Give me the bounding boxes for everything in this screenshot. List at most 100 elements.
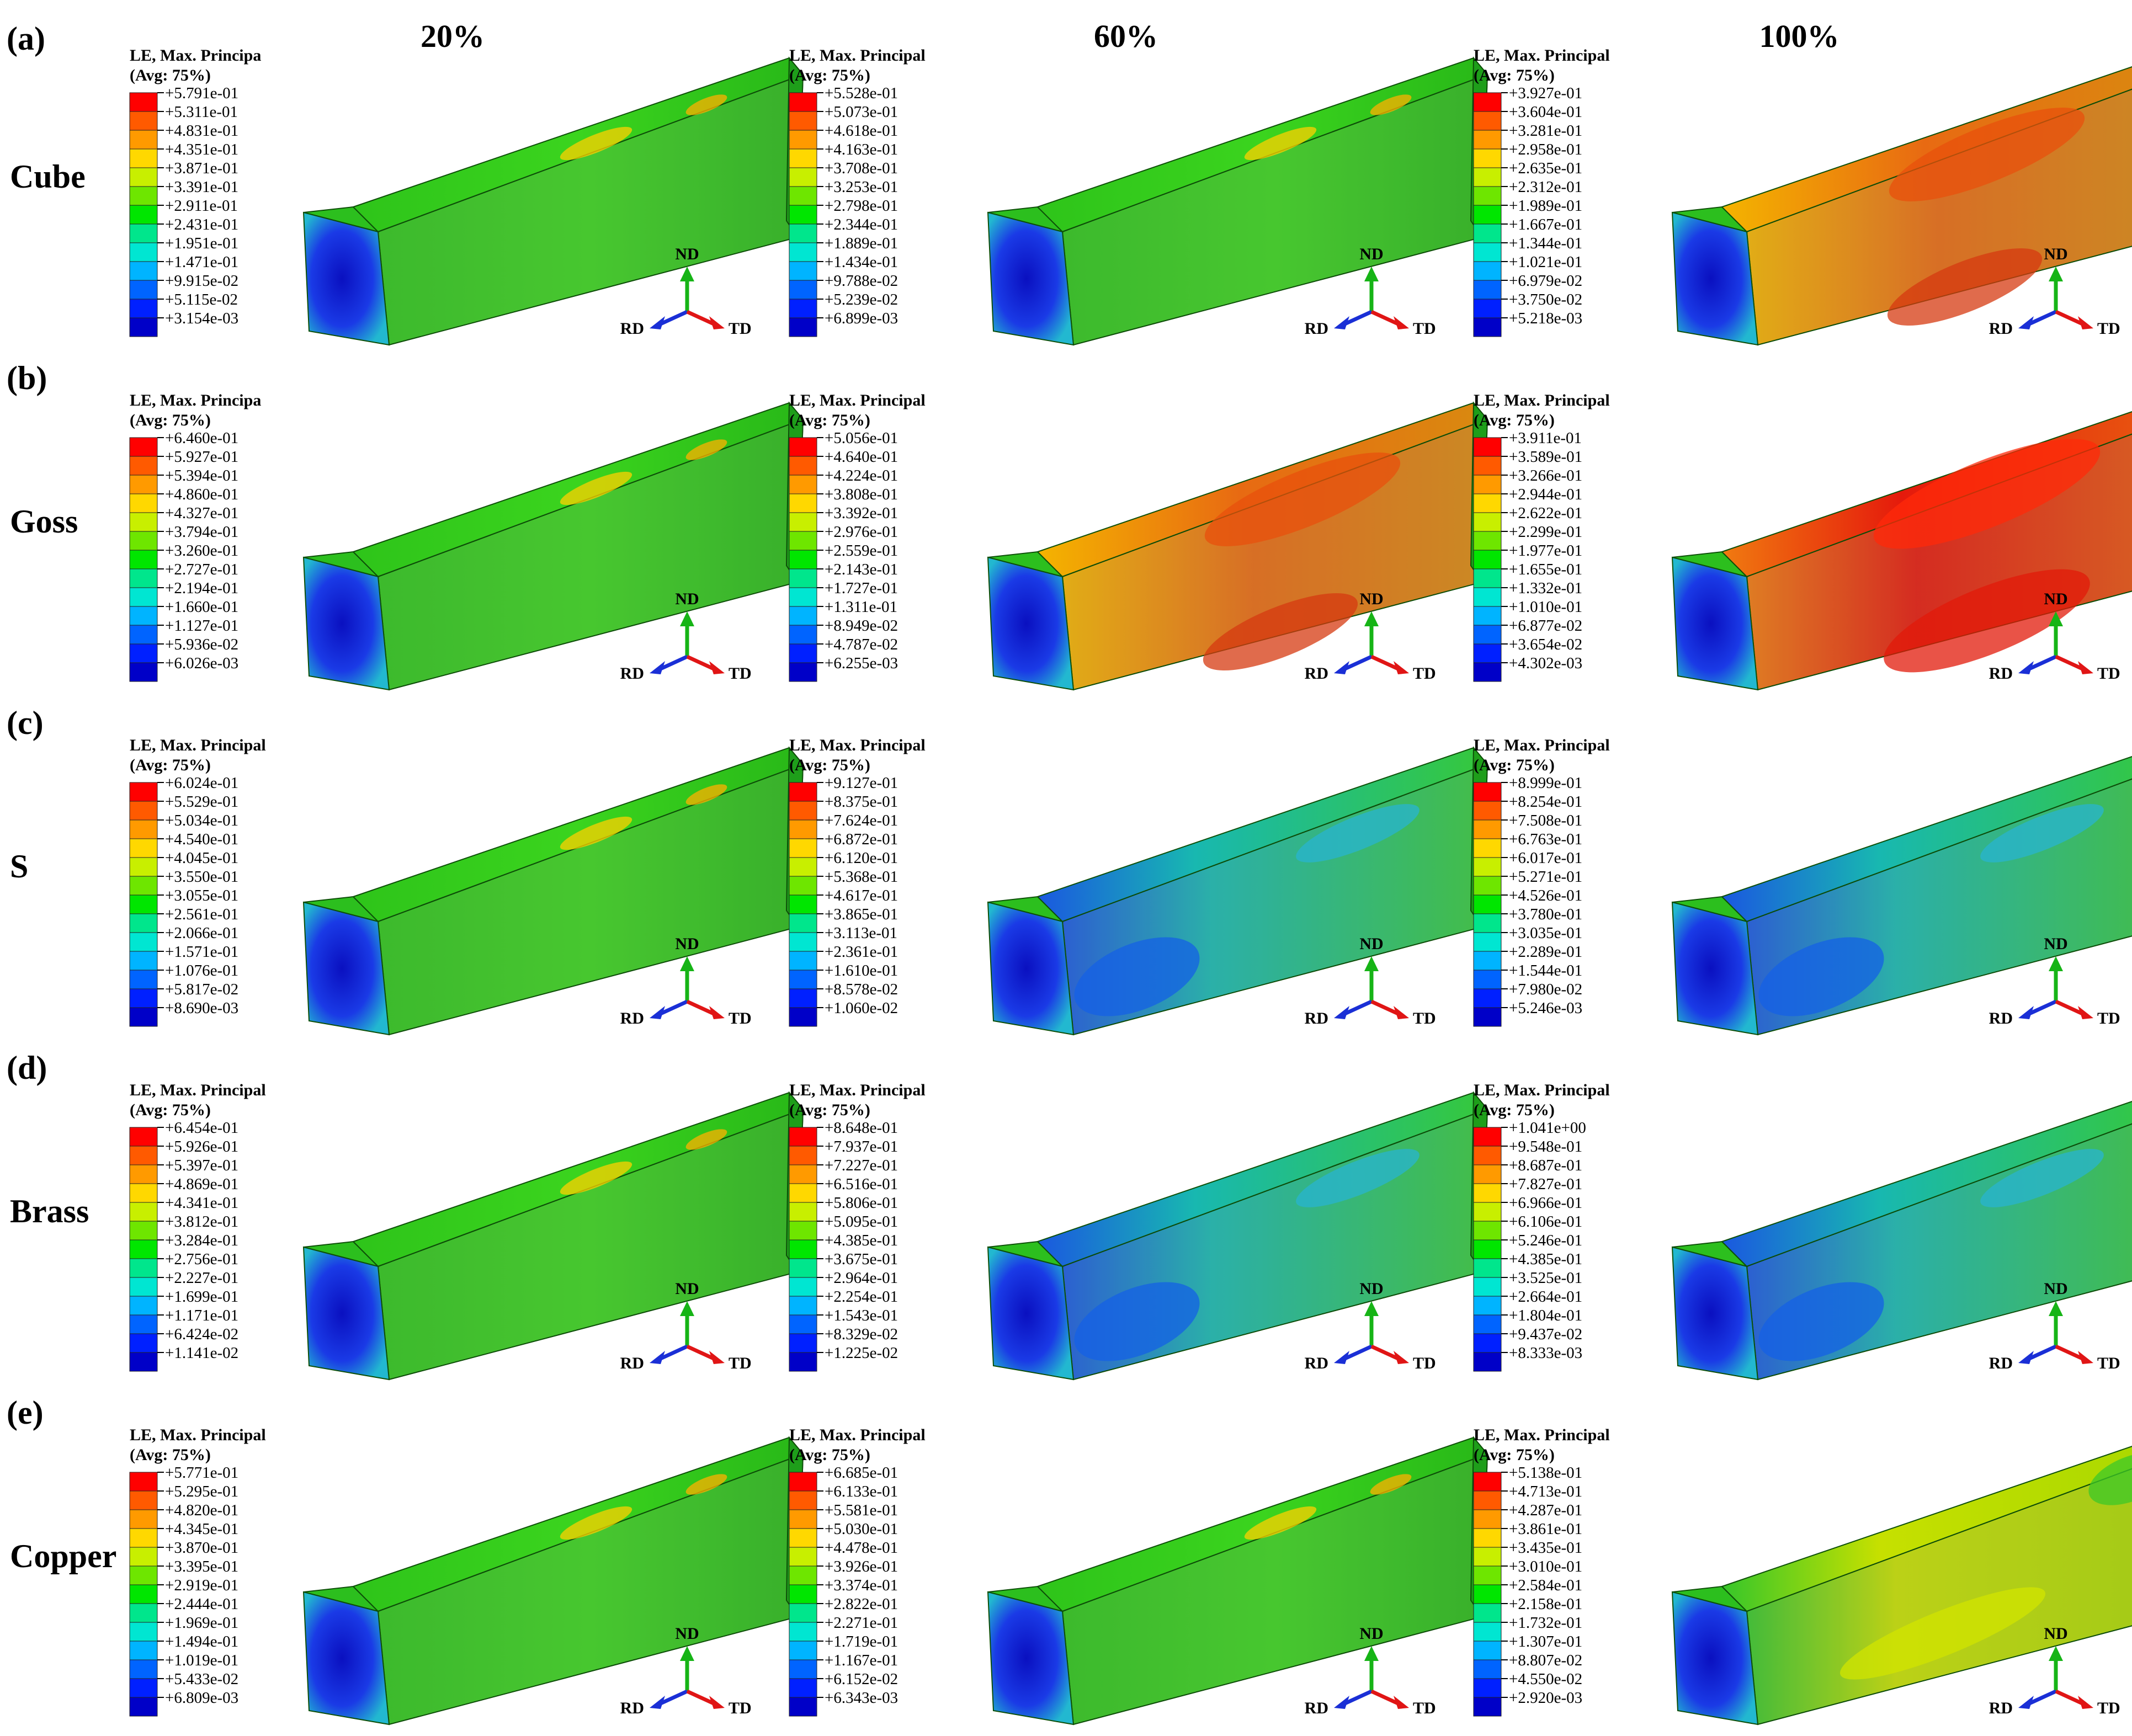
td-arrowhead bbox=[2078, 1006, 2093, 1019]
bar-front-shade bbox=[378, 419, 803, 690]
contour-patch bbox=[2088, 1452, 2132, 1505]
td-label: TD bbox=[1413, 1354, 1436, 1372]
legend-swatch bbox=[789, 1509, 817, 1529]
bar-end-face bbox=[1671, 556, 1759, 691]
legend-avg: (Avg: 75%) bbox=[130, 1101, 211, 1119]
bar-end-face bbox=[1671, 1591, 1759, 1726]
td-axis-arrow bbox=[2055, 1689, 2083, 1706]
bar-end-face bbox=[1671, 1246, 1759, 1381]
legend-swatch bbox=[1473, 111, 1502, 131]
rd-arrowhead bbox=[1334, 1696, 1349, 1709]
rd-arrowhead bbox=[2018, 661, 2034, 674]
strain-panel: LE, Max. Principal(Avg: 75%)+9.127e-01+8… bbox=[789, 736, 1488, 1036]
contour-patch bbox=[1074, 1282, 1200, 1361]
legend-value: +6.106e-01 bbox=[1509, 1213, 1582, 1231]
legend-swatch bbox=[1473, 913, 1502, 933]
legend-swatch bbox=[1473, 857, 1502, 877]
legend-value: +1.719e-01 bbox=[825, 1633, 898, 1650]
legend-avg: (Avg: 75%) bbox=[789, 66, 870, 84]
contour-patch bbox=[1244, 1506, 1317, 1540]
contour-patch bbox=[685, 784, 727, 805]
legend-value: +2.756e-01 bbox=[165, 1250, 238, 1268]
legend-swatch bbox=[789, 280, 817, 300]
nd-arrowhead bbox=[2049, 956, 2063, 971]
rd-arrowhead bbox=[650, 1696, 665, 1709]
legend-value: +2.920e-03 bbox=[1509, 1689, 1582, 1707]
bar-end-face bbox=[1671, 901, 1759, 1036]
legend-value: +4.540e-01 bbox=[165, 830, 238, 848]
legend-swatch bbox=[129, 148, 158, 168]
legend-swatch bbox=[1473, 317, 1502, 337]
legend-swatch bbox=[129, 1509, 158, 1529]
legend-value: +3.871e-01 bbox=[165, 159, 238, 177]
legend-value: +3.675e-01 bbox=[825, 1250, 898, 1268]
legend-swatch bbox=[1473, 1528, 1502, 1548]
legend-swatch bbox=[789, 970, 817, 989]
legend-swatch bbox=[129, 913, 158, 933]
legend-avg: (Avg: 75%) bbox=[130, 411, 211, 429]
contour-patch bbox=[560, 1161, 632, 1195]
bar-top-face bbox=[1721, 1446, 2132, 1612]
legend-swatch bbox=[1473, 148, 1502, 168]
legend-swatch bbox=[129, 970, 158, 989]
legend-swatch bbox=[129, 587, 158, 607]
legend-value: +5.034e-01 bbox=[165, 812, 238, 829]
legend-swatch bbox=[1473, 1641, 1502, 1660]
legend-swatch bbox=[129, 1239, 158, 1259]
legend-value: +4.617e-01 bbox=[825, 887, 898, 904]
legend-value: +5.138e-01 bbox=[1509, 1464, 1582, 1482]
td-label: TD bbox=[2097, 1354, 2120, 1372]
legend-value: +6.017e-01 bbox=[1509, 849, 1582, 867]
legend-value: +6.685e-01 bbox=[825, 1464, 898, 1482]
legend-swatch bbox=[789, 1333, 817, 1353]
legend-value: +4.478e-01 bbox=[825, 1539, 898, 1557]
legend-value: +6.872e-01 bbox=[825, 830, 898, 848]
nd-label: ND bbox=[675, 1280, 699, 1298]
td-axis-arrow bbox=[1370, 1344, 1399, 1361]
legend-swatch bbox=[789, 242, 817, 262]
legend-value: +2.798e-01 bbox=[825, 197, 898, 215]
legend-value: +6.460e-01 bbox=[165, 429, 238, 447]
material-label: Goss bbox=[10, 503, 78, 540]
rd-arrowhead bbox=[650, 1351, 665, 1364]
legend-title: LE, Max. Principal bbox=[130, 736, 266, 754]
legend-swatch bbox=[1473, 970, 1502, 989]
legend-swatch bbox=[789, 568, 817, 588]
legend-value: +7.508e-01 bbox=[1509, 812, 1582, 829]
legend-swatch bbox=[129, 92, 158, 112]
legend-title: LE, Max. Principa bbox=[130, 391, 261, 409]
legend-swatch bbox=[1473, 782, 1502, 802]
legend-value: +3.589e-01 bbox=[1509, 448, 1582, 466]
legend-swatch bbox=[1473, 1584, 1502, 1604]
legend-swatch bbox=[129, 838, 158, 858]
legend-swatch bbox=[789, 186, 817, 206]
legend-value: +4.640e-01 bbox=[825, 448, 898, 466]
legend-swatch bbox=[789, 819, 817, 839]
legend-title: LE, Max. Principal bbox=[789, 46, 926, 65]
legend-swatch bbox=[1473, 643, 1502, 663]
legend-value: +8.807e-02 bbox=[1509, 1652, 1582, 1669]
legend-swatch bbox=[789, 838, 817, 858]
nd-label: ND bbox=[1359, 1280, 1383, 1298]
legend-swatch bbox=[789, 223, 817, 243]
td-arrowhead bbox=[1394, 1006, 1409, 1019]
legend-swatch bbox=[1473, 1603, 1502, 1623]
legend-value: +8.333e-03 bbox=[1509, 1344, 1582, 1362]
nd-arrowhead bbox=[1364, 1646, 1379, 1661]
legend-value: +3.392e-01 bbox=[825, 504, 898, 522]
legend-value: +2.194e-01 bbox=[165, 579, 238, 597]
td-arrowhead bbox=[1394, 316, 1409, 329]
legend-swatch bbox=[129, 1622, 158, 1642]
legend-swatch bbox=[129, 1472, 158, 1492]
legend-title: LE, Max. Principa bbox=[130, 46, 261, 65]
td-axis-arrow bbox=[1370, 310, 1399, 326]
legend-value: +6.516e-01 bbox=[825, 1175, 898, 1193]
legend-swatch bbox=[129, 932, 158, 952]
legend-swatch bbox=[1473, 550, 1502, 569]
rd-arrowhead bbox=[650, 1006, 665, 1019]
legend-swatch bbox=[789, 1490, 817, 1510]
legend-value: +5.073e-01 bbox=[825, 103, 898, 121]
contour-patch bbox=[1839, 1587, 2046, 1680]
rd-label: RD bbox=[1989, 319, 2013, 338]
bar-front-shade bbox=[378, 1454, 803, 1724]
